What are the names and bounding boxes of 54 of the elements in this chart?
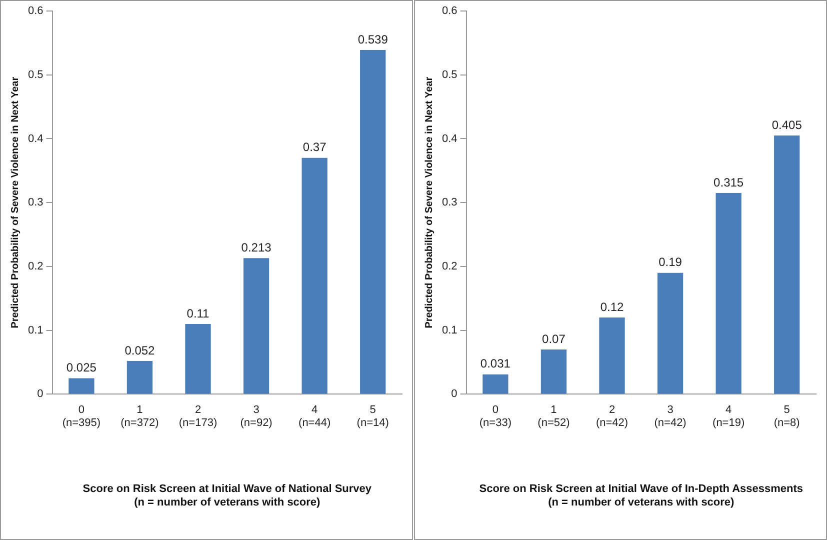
y-tick-label: 0.1 [442,324,458,336]
x-tick-label: 3 (n=92) [240,404,272,430]
bar [68,378,94,394]
bar [657,272,684,394]
x-tick-label: 4 (n=19) [712,404,745,430]
y-axis-title: Predicted Probability of Severe Violence in Next Year [424,76,435,328]
bar [540,349,567,394]
y-tick-label: 0.4 [442,132,458,145]
data-label: 0.031 [480,356,511,371]
y-tick-label: 0 [451,388,458,400]
data-label: 0.213 [241,240,272,254]
x-axis-title: Score on Risk Screen at Initial Wave of In-Depth Assessments (n = number of veterans with score) [479,483,804,508]
data-label: 0.07 [542,332,566,346]
data-label: 0.11 [186,306,210,320]
x-tick-label: 5 (n=14) [356,404,389,430]
x-tick-label: 1 (n=372) [120,404,159,430]
y-tick-label: 0.5 [28,68,44,81]
y-tick-label: 0.2 [442,260,458,272]
bar [185,324,211,394]
x-axis-title: Score on Risk Screen at Initial Wave of National Survey (n = number of veterans with score) [82,483,372,508]
y-tick-label: 0.4 [28,132,44,145]
data-label: 0.315 [714,175,744,190]
bar [482,374,508,394]
data-label: 0.37 [302,140,327,154]
data-label: 0.025 [66,360,97,375]
bar [243,258,270,394]
bar [599,318,625,394]
y-tick-label: 0.3 [28,196,44,209]
x-tick-label: 0 (n=33) [479,404,512,430]
bar [774,136,800,394]
x-tick-label: 2 (n=42) [596,404,628,430]
bar [360,50,386,394]
x-tick-label: 2 (n=173) [178,404,218,430]
bar [302,158,328,394]
y-axis-title: Predicted Probability of Severe Violence in Next Year [10,76,21,328]
y-tick-label: 0.5 [442,68,458,81]
data-label: 0.539 [358,32,388,46]
data-label: 0.19 [658,255,682,270]
x-tick-label: 4 (n=44) [298,404,331,430]
x-tick-label: 3 (n=42) [654,404,686,430]
y-tick-label: 0.1 [28,324,44,336]
y-tick-label: 0.6 [28,5,44,18]
y-tick-label: 0.6 [442,5,458,18]
y-tick-label: 0 [37,388,44,400]
data-label: 0.405 [772,118,802,132]
y-tick-label: 0.3 [442,196,458,209]
bar [716,193,742,394]
data-label: 0.052 [124,343,156,358]
data-label: 0.12 [600,300,624,314]
x-tick-label: 0 (n=395) [62,404,101,430]
x-tick-label: 1 (n=52) [538,404,570,430]
bar [126,360,153,394]
x-tick-label: 5 (n=8) [774,404,800,430]
y-tick-label: 0.2 [28,260,44,272]
